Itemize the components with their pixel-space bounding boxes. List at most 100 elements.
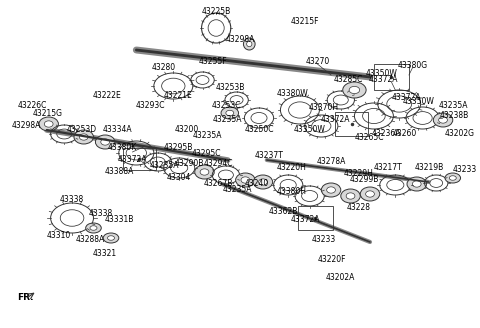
Text: 43253D: 43253D	[66, 126, 96, 134]
Text: 43240: 43240	[245, 178, 269, 188]
Ellipse shape	[44, 121, 53, 127]
Ellipse shape	[346, 193, 355, 199]
Ellipse shape	[321, 183, 341, 197]
Text: 43217T: 43217T	[373, 162, 402, 172]
Text: 43235A: 43235A	[213, 115, 242, 125]
Ellipse shape	[195, 165, 214, 179]
Text: 43202A: 43202A	[326, 274, 356, 282]
Ellipse shape	[74, 130, 94, 144]
Text: 43380W: 43380W	[276, 89, 308, 97]
Text: 43294C: 43294C	[204, 158, 233, 168]
Ellipse shape	[343, 82, 366, 98]
Text: 43225B: 43225B	[202, 8, 231, 16]
Ellipse shape	[79, 134, 88, 140]
Text: 43202G: 43202G	[445, 130, 475, 138]
Ellipse shape	[366, 191, 374, 197]
Text: 43295C: 43295C	[192, 149, 221, 157]
Text: 43298A: 43298A	[226, 35, 255, 45]
Text: 43285C: 43285C	[334, 75, 363, 85]
Text: 43372A: 43372A	[291, 215, 321, 223]
Text: 43380G: 43380G	[398, 60, 428, 70]
Text: 43310: 43310	[46, 231, 71, 239]
Text: 43253C: 43253C	[211, 100, 240, 110]
Text: 43372A: 43372A	[118, 155, 147, 165]
Text: 43299B: 43299B	[349, 175, 379, 184]
Text: 43222E: 43222E	[93, 92, 121, 100]
Text: FR.: FR.	[18, 294, 34, 302]
Ellipse shape	[412, 181, 421, 187]
Text: 43350W: 43350W	[294, 126, 325, 134]
Text: 43235A: 43235A	[223, 186, 252, 195]
Bar	[123, 148, 156, 170]
Ellipse shape	[407, 177, 426, 191]
Text: 43235A: 43235A	[192, 132, 222, 140]
Text: 43280: 43280	[152, 64, 176, 72]
Ellipse shape	[259, 179, 267, 185]
Text: 43372A: 43372A	[320, 115, 350, 125]
Ellipse shape	[449, 176, 456, 180]
Text: 43235A: 43235A	[150, 160, 180, 170]
Ellipse shape	[200, 169, 209, 175]
Text: 43236A: 43236A	[372, 129, 401, 137]
Text: 43278A: 43278A	[316, 157, 346, 167]
Ellipse shape	[433, 113, 453, 127]
Text: 43265C: 43265C	[354, 133, 384, 142]
Ellipse shape	[96, 135, 115, 149]
Text: 43338: 43338	[60, 195, 84, 204]
Circle shape	[247, 41, 252, 47]
Ellipse shape	[236, 173, 255, 187]
Text: 43362B: 43362B	[269, 208, 298, 216]
Ellipse shape	[445, 173, 460, 183]
Text: 43370H: 43370H	[308, 102, 338, 112]
Text: 43267B: 43267B	[204, 178, 233, 188]
Text: 43250C: 43250C	[244, 126, 274, 134]
Ellipse shape	[86, 223, 101, 233]
Text: 43380H: 43380H	[277, 188, 307, 196]
Text: 43290B: 43290B	[174, 158, 204, 168]
Text: 43270: 43270	[305, 57, 330, 67]
Ellipse shape	[341, 189, 360, 203]
Text: 43331B: 43331B	[105, 215, 134, 224]
Text: 43228: 43228	[347, 202, 371, 212]
Ellipse shape	[439, 117, 447, 123]
Ellipse shape	[226, 110, 234, 116]
Ellipse shape	[103, 233, 119, 243]
Text: 43295B: 43295B	[164, 144, 193, 153]
Text: 43334A: 43334A	[102, 126, 132, 134]
Text: 43238B: 43238B	[440, 111, 469, 119]
Ellipse shape	[101, 139, 109, 145]
Bar	[374, 64, 409, 90]
Text: 43350W: 43350W	[366, 69, 398, 77]
Text: 43229H: 43229H	[344, 169, 373, 177]
Text: 43220F: 43220F	[318, 256, 346, 264]
Text: 43298A: 43298A	[12, 120, 41, 130]
Text: 43200: 43200	[175, 126, 199, 134]
Ellipse shape	[221, 107, 239, 119]
Text: 43321: 43321	[93, 250, 117, 258]
Text: 43293C: 43293C	[135, 101, 165, 111]
Text: 43235A: 43235A	[438, 101, 468, 111]
Text: 43350W: 43350W	[403, 97, 434, 107]
Text: 43304: 43304	[167, 174, 192, 182]
Ellipse shape	[360, 187, 380, 201]
Text: 43380K: 43380K	[108, 144, 137, 153]
Text: 43215F: 43215F	[290, 17, 319, 27]
Text: 43255F: 43255F	[199, 57, 227, 67]
Text: 43388A: 43388A	[105, 167, 134, 175]
Ellipse shape	[108, 236, 115, 240]
Text: 43260: 43260	[393, 129, 417, 137]
Text: 43253B: 43253B	[216, 84, 245, 92]
Ellipse shape	[39, 117, 59, 131]
Text: 43372A: 43372A	[391, 92, 421, 101]
Ellipse shape	[241, 177, 250, 183]
Text: 43221E: 43221E	[164, 91, 192, 99]
Ellipse shape	[349, 86, 360, 93]
Text: 43219B: 43219B	[415, 162, 444, 172]
Ellipse shape	[253, 175, 273, 189]
Bar	[335, 112, 368, 136]
Ellipse shape	[327, 187, 336, 193]
Text: 43288A: 43288A	[76, 235, 105, 243]
Text: 43226C: 43226C	[18, 100, 47, 110]
Text: 43233: 43233	[312, 236, 336, 244]
Text: 43215G: 43215G	[32, 110, 62, 118]
